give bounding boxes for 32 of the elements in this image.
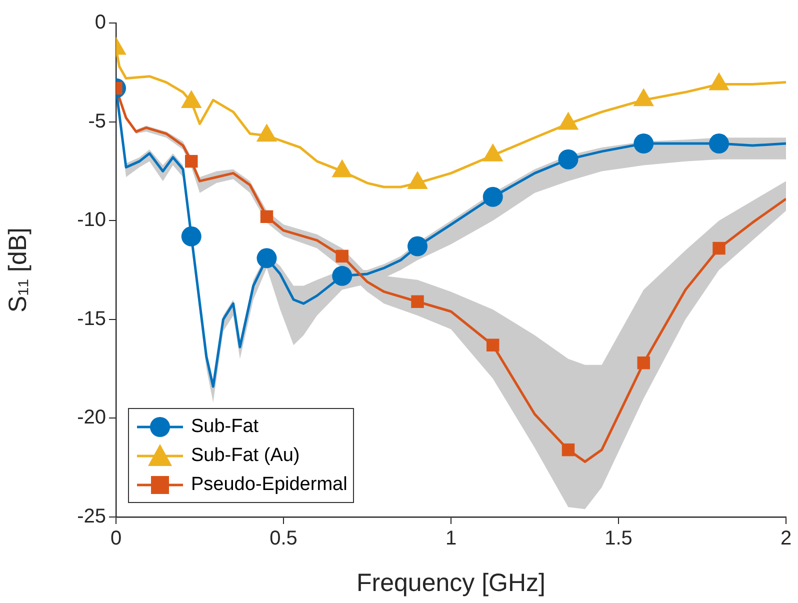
point [408, 236, 428, 256]
y-tick-label: -20 [77, 406, 106, 429]
x-tick-label: 1.5 [604, 528, 632, 550]
point [558, 149, 578, 170]
x-tick-label: 0 [110, 528, 122, 550]
point [181, 226, 202, 246]
y-tick-label: -10 [77, 209, 106, 232]
y-tick-label: -5 [88, 110, 106, 132]
point [634, 134, 654, 154]
point [256, 248, 277, 268]
y-tick-label: 0 [94, 12, 106, 34]
point [482, 186, 503, 207]
point [332, 266, 352, 286]
point [260, 210, 274, 224]
x-axis-title: Frequency [GHz] [356, 568, 546, 597]
point [712, 242, 726, 255]
y-tick-label: -25 [77, 506, 106, 528]
point [562, 443, 575, 456]
legend-label: Pseudo-Epidermal [191, 474, 348, 496]
point [185, 154, 198, 168]
point [709, 134, 729, 154]
x-tick-label: 0.5 [270, 528, 298, 550]
y-tick-label: -15 [77, 308, 106, 330]
x-tick-label: 1 [445, 528, 457, 550]
x-tick-label: 2 [780, 528, 792, 550]
legend-label: Sub-Fat [191, 416, 259, 438]
point [411, 295, 424, 308]
legend-label: Sub-Fat (Au) [191, 444, 300, 466]
y-axis-title: S₁₁ [dB] [4, 228, 32, 312]
point [486, 338, 500, 352]
point [336, 250, 348, 263]
point [637, 356, 650, 370]
